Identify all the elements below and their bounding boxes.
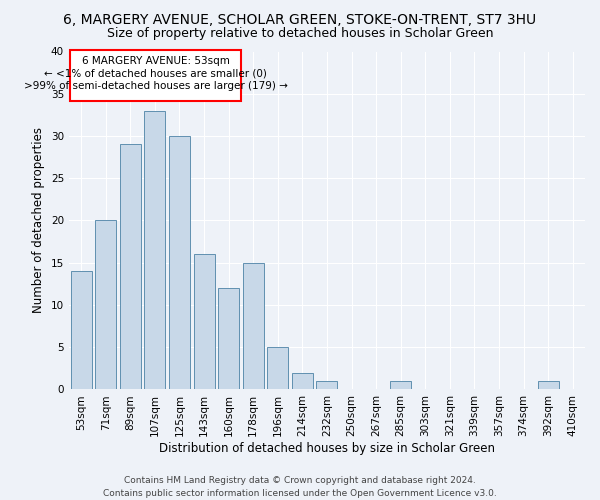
Bar (194, 254, 215, 390)
FancyBboxPatch shape (70, 50, 241, 100)
Bar (390, 381, 411, 390)
Text: Contains HM Land Registry data © Crown copyright and database right 2024.
Contai: Contains HM Land Registry data © Crown c… (103, 476, 497, 498)
Bar (169, 136, 190, 390)
Text: 6 MARGERY AVENUE: 53sqm: 6 MARGERY AVENUE: 53sqm (82, 56, 229, 66)
Y-axis label: Number of detached properties: Number of detached properties (32, 128, 45, 314)
Text: >99% of semi-detached houses are larger (179) →: >99% of semi-detached houses are larger … (23, 81, 287, 91)
Bar (218, 288, 239, 390)
X-axis label: Distribution of detached houses by size in Scholar Green: Distribution of detached houses by size … (159, 442, 495, 455)
Text: 6, MARGERY AVENUE, SCHOLAR GREEN, STOKE-ON-TRENT, ST7 3HU: 6, MARGERY AVENUE, SCHOLAR GREEN, STOKE-… (64, 12, 536, 26)
Bar (316, 381, 337, 390)
Bar (538, 381, 559, 390)
Bar (145, 110, 166, 390)
Bar (71, 271, 92, 390)
Bar (292, 372, 313, 390)
Bar (243, 262, 263, 390)
Text: Size of property relative to detached houses in Scholar Green: Size of property relative to detached ho… (107, 28, 493, 40)
Bar (120, 144, 141, 390)
Text: ← <1% of detached houses are smaller (0): ← <1% of detached houses are smaller (0) (44, 68, 267, 78)
Bar (268, 347, 288, 390)
Bar (95, 220, 116, 390)
